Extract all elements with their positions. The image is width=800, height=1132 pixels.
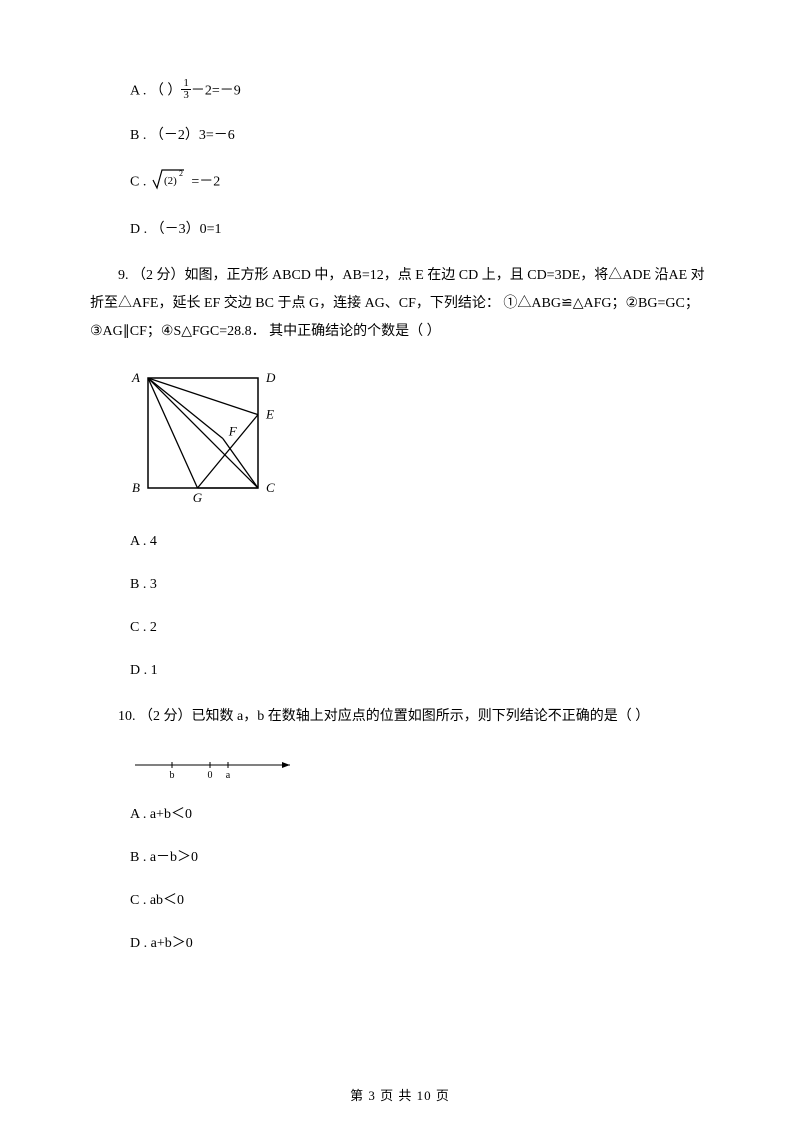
q8-opta-post: －2=－9: [191, 84, 241, 99]
q10-stem: 10. （2 分）已知数 a，b 在数轴上对应点的位置如图所示，则下列结论不正确…: [90, 703, 710, 731]
q10-optd-text: D . a+b＞0: [130, 936, 193, 951]
svg-text:b: b: [170, 770, 175, 781]
q10-option-b: B . a－b＞0: [90, 847, 710, 868]
q9-figure: A D B C E F G: [130, 368, 710, 513]
svg-text:a: a: [226, 770, 231, 781]
svg-text:(2): (2): [164, 175, 177, 187]
q10-optb-text: B . a－b＞0: [130, 850, 198, 865]
svg-text:G: G: [193, 490, 203, 505]
svg-text:0: 0: [208, 770, 213, 781]
svg-text:2: 2: [179, 169, 183, 178]
footer-text: 第 3 页 共 10 页: [350, 1088, 450, 1103]
q8-optb-text: B . （－2）3=－6: [130, 128, 235, 143]
q8-frac-den: 3: [181, 90, 191, 101]
q8-fraction: 13: [181, 78, 191, 101]
q8-option-a: A . （ ）13－2=－9: [90, 80, 710, 103]
q9-option-b: B . 3: [90, 574, 710, 595]
q10-option-d: D . a+b＞0: [90, 933, 710, 954]
q9-optc-text: C . 2: [130, 620, 157, 635]
q8-option-b: B . （－2）3=－6: [90, 125, 710, 146]
q9-option-a: A . 4: [90, 531, 710, 552]
q8-option-d: D . （－3）0=1: [90, 219, 710, 240]
q8-opta-pre: A . （ ）: [130, 84, 181, 99]
q10-option-c: C . ab＜0: [90, 890, 710, 911]
q9-optd-text: D . 1: [130, 663, 158, 678]
svg-text:B: B: [132, 480, 140, 495]
q10-optc-text: C . ab＜0: [130, 893, 184, 908]
page-footer: 第 3 页 共 10 页: [0, 1085, 800, 1104]
q8-optd-text: D . （－3）0=1: [130, 222, 222, 237]
q10-opta-text: A . a+b＜0: [130, 807, 192, 822]
q10-option-a: A . a+b＜0: [90, 804, 710, 825]
q8-optc-pre: C .: [130, 175, 150, 190]
q9-stem: 9. （2 分）如图，正方形 ABCD 中，AB=12，点 E 在边 CD 上，…: [90, 262, 710, 346]
q8-optc-post: =－2: [188, 175, 220, 190]
q9-stem-text: 9. （2 分）如图，正方形 ABCD 中，AB=12，点 E 在边 CD 上，…: [90, 268, 705, 339]
q9-option-c: C . 2: [90, 617, 710, 638]
svg-text:E: E: [265, 407, 274, 422]
q9-option-d: D . 1: [90, 660, 710, 681]
square-diagram: A D B C E F G: [130, 368, 280, 508]
svg-text:F: F: [228, 424, 238, 439]
svg-text:C: C: [266, 480, 275, 495]
q8-option-c: C . (2)2 =－2: [90, 168, 710, 197]
sqrt-icon: (2)2: [152, 168, 186, 197]
q10-stem-text: 10. （2 分）已知数 a，b 在数轴上对应点的位置如图所示，则下列结论不正确…: [90, 703, 649, 731]
svg-text:A: A: [131, 370, 140, 385]
number-line-diagram: b 0 a: [130, 753, 310, 781]
q10-figure: b 0 a: [130, 753, 710, 786]
svg-text:D: D: [265, 370, 276, 385]
q9-optb-text: B . 3: [130, 577, 157, 592]
q9-opta-text: A . 4: [130, 534, 157, 549]
